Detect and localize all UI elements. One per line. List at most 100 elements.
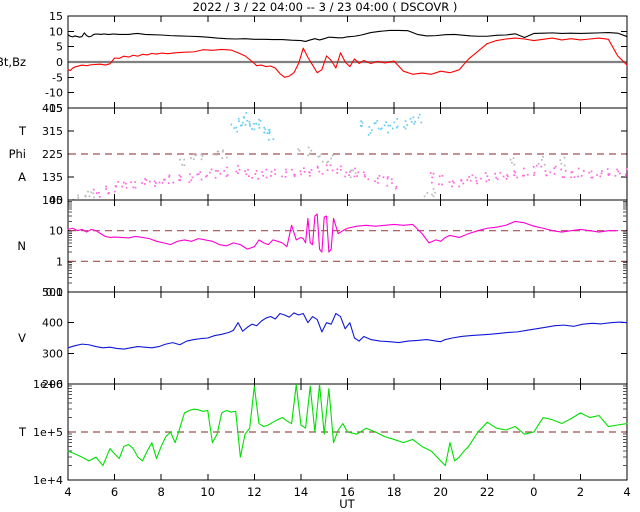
data-point: [573, 176, 576, 178]
data-point: [614, 174, 617, 177]
data-point: [468, 176, 471, 178]
y-tick-label: -15: [45, 102, 63, 115]
data-point: [221, 157, 224, 160]
x-tick-marks: [67, 384, 628, 480]
data-point: [511, 161, 513, 164]
data-point: [393, 121, 396, 124]
data-point: [263, 126, 266, 129]
y-tick-label: 200: [42, 378, 63, 391]
x-tick-label: 16: [340, 485, 355, 499]
data-point: [134, 186, 137, 189]
panel-label: T: [18, 425, 27, 439]
y-tick-label: 0.1: [46, 286, 64, 299]
data-point: [395, 126, 398, 129]
data-point: [624, 175, 627, 178]
log-minor-ticks: [68, 385, 627, 467]
data-point: [221, 150, 224, 153]
data-point: [438, 175, 441, 178]
data-point: [226, 174, 229, 176]
data-point: [130, 181, 132, 184]
x-tick-label: 8: [158, 485, 165, 499]
data-point: [117, 181, 120, 183]
data-point: [431, 193, 433, 196]
data-point: [420, 121, 423, 124]
data-point: [206, 174, 208, 177]
data-point: [262, 174, 265, 177]
data-point: [258, 127, 261, 129]
data-series: [67, 312, 628, 350]
data-point: [391, 182, 393, 184]
data-point: [163, 178, 165, 181]
data-point: [188, 181, 191, 184]
data-point: [273, 168, 276, 171]
data-point: [360, 120, 363, 123]
data-point: [205, 175, 207, 178]
data-point: [559, 159, 562, 161]
data-point: [223, 170, 226, 172]
data-point: [158, 181, 161, 184]
data-point: [453, 181, 455, 184]
x-axis-label: UT: [339, 497, 355, 511]
y-tick-label: 10: [49, 25, 63, 38]
data-point: [255, 169, 258, 172]
data-point: [245, 112, 248, 114]
data-point: [496, 178, 499, 181]
data-point: [268, 132, 271, 135]
data-point: [267, 129, 270, 131]
data-point: [336, 168, 339, 171]
x-tick-label: 10: [200, 485, 215, 499]
data-point: [154, 185, 156, 187]
data-point: [230, 123, 233, 126]
data-point: [426, 192, 429, 194]
data-point: [303, 167, 305, 170]
data-point: [141, 182, 143, 184]
data-point: [236, 130, 239, 133]
data-point: [281, 175, 283, 178]
data-point: [240, 124, 242, 127]
data-point: [563, 156, 566, 159]
data-point: [164, 178, 166, 181]
data-point: [344, 175, 347, 178]
data-point: [189, 173, 191, 176]
data-point: [522, 174, 524, 177]
data-point: [245, 173, 248, 176]
data-point: [217, 169, 219, 172]
proton-density-panel: 100 10 1 0.1 N: [17, 194, 628, 299]
data-point: [403, 126, 405, 128]
panel-label: Bt,Bz: [0, 55, 26, 69]
panel-frame: [67, 291, 628, 385]
data-point: [303, 171, 306, 173]
data-point: [516, 176, 518, 179]
data-point: [617, 170, 619, 173]
data-point: [383, 124, 386, 127]
data-point: [194, 154, 197, 157]
data-point: [389, 124, 392, 127]
data-point: [571, 171, 574, 173]
data-point: [238, 168, 241, 171]
y-tick-label: 405: [42, 102, 63, 115]
data-point: [590, 170, 593, 173]
data-point: [190, 179, 193, 182]
data-point: [438, 183, 440, 186]
proton-temperature-panel: 1e+6 1e+5 1e+4 T: [18, 378, 628, 487]
data-point: [374, 180, 376, 183]
data-point: [172, 181, 175, 184]
data-point: [246, 119, 249, 122]
data-point: [417, 116, 420, 119]
data-point: [607, 174, 610, 176]
data-point: [395, 185, 398, 188]
data-point: [385, 121, 388, 123]
data-point: [200, 158, 203, 161]
data-point: [258, 118, 260, 121]
data-point: [532, 165, 535, 168]
data-point: [380, 127, 383, 130]
data-point: [298, 153, 300, 156]
data-point: [505, 178, 508, 180]
data-point: [90, 191, 93, 194]
data-point: [391, 127, 394, 130]
data-point: [561, 176, 564, 178]
data-point: [540, 165, 543, 168]
data-point: [248, 120, 251, 123]
data-point: [476, 182, 478, 185]
